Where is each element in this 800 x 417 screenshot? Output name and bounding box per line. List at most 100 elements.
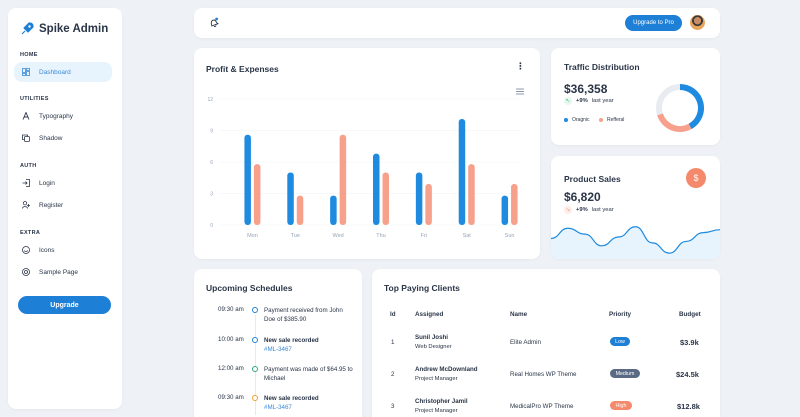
priority-badge: High bbox=[610, 401, 632, 410]
top-header: Upgrade to Pro bbox=[194, 8, 720, 38]
x-tick-label: Wed bbox=[333, 233, 344, 239]
bar-sat-0[interactable] bbox=[458, 118, 466, 225]
upgrade-button[interactable]: Upgrade bbox=[18, 296, 111, 314]
chart-menu-icon[interactable] bbox=[516, 88, 524, 95]
sidebar-item-login[interactable]: Login bbox=[14, 173, 112, 193]
schedule-text: Payment received from John Doe of $385.9… bbox=[264, 307, 343, 323]
donut-slice-oragnic[interactable] bbox=[679, 84, 704, 130]
bar-tue-1[interactable] bbox=[296, 195, 304, 225]
x-tick-label: Mon bbox=[247, 233, 258, 239]
sales-line bbox=[551, 226, 720, 254]
y-tick-label: 6 bbox=[210, 160, 213, 166]
donut-slice-refferal[interactable] bbox=[657, 113, 692, 132]
delta-label: last year bbox=[591, 98, 614, 104]
cell-budget: $12.8k bbox=[677, 402, 700, 411]
cell-assigned: Andrew McDownland bbox=[415, 366, 478, 373]
sidebar-item-label: Register bbox=[39, 201, 64, 209]
profit-expenses-card: Profit & Expenses ⋮ 12 9 6 3 0 Mon Tue Wed Thu Fr… bbox=[194, 48, 540, 259]
user-plus-icon bbox=[22, 201, 30, 209]
cell-role: Web Designer bbox=[415, 344, 452, 350]
x-tick-label: Fri bbox=[421, 233, 427, 239]
sidebar-item-label: Dashboard bbox=[39, 68, 71, 76]
sales-delta: ↘ +9% last year bbox=[564, 206, 614, 214]
rocket-icon bbox=[21, 22, 34, 35]
product-sales-card: Product Sales $ $6,820 ↘ +9% last year bbox=[551, 156, 720, 259]
cell-id: 3 bbox=[391, 403, 395, 410]
schedule-time: 12:00 am bbox=[218, 365, 244, 372]
cell-id: 2 bbox=[391, 371, 395, 378]
clients-title: Top Paying Clients bbox=[384, 283, 460, 293]
bar-thu-1[interactable] bbox=[382, 172, 390, 226]
bar-wed-1[interactable] bbox=[339, 134, 347, 225]
sidebar-item-shadow[interactable]: Shadow bbox=[14, 128, 112, 148]
col-header-name: Name bbox=[510, 311, 528, 318]
bar-sat-1[interactable] bbox=[468, 164, 475, 225]
sidebar-item-dashboard[interactable]: Dashboard bbox=[14, 62, 112, 82]
schedules-title: Upcoming Schedules bbox=[206, 283, 293, 293]
nav-section-home: HOME bbox=[20, 52, 38, 58]
sidebar-item-typography[interactable]: Typography bbox=[14, 106, 112, 126]
bar-sun-0[interactable] bbox=[501, 195, 509, 225]
timeline-dot bbox=[252, 395, 258, 401]
cell-role: Project Manager bbox=[415, 376, 458, 382]
bar-fri-0[interactable] bbox=[415, 172, 423, 226]
arrow-up-left-icon: ↖ bbox=[564, 97, 572, 105]
nav-section-extra: EXTRA bbox=[20, 230, 41, 236]
app-logo[interactable]: Spike Admin bbox=[20, 22, 108, 36]
currency-dollar-icon: $ bbox=[686, 168, 706, 188]
profit-title: Profit & Expenses bbox=[206, 64, 279, 74]
schedule-link[interactable]: #ML-3467 bbox=[264, 346, 292, 353]
schedule-time: 09:30 am bbox=[218, 306, 244, 313]
x-tick-label: Tue bbox=[291, 233, 300, 239]
traffic-donut-chart bbox=[656, 84, 704, 132]
cell-assigned: Sunil Joshi bbox=[415, 334, 449, 341]
sidebar-item-label: Sample Page bbox=[39, 268, 79, 276]
schedule-link[interactable]: #ML-3467 bbox=[264, 404, 292, 411]
upgrade-to-pro-button[interactable]: Upgrade to Pro bbox=[625, 15, 682, 31]
cell-name: Real Homes WP Theme bbox=[510, 371, 577, 378]
sidebar: Spike Admin HOME Dashboard UTILITIES Typ… bbox=[8, 8, 122, 409]
delta-label: last year bbox=[591, 207, 614, 213]
timeline-dot bbox=[252, 366, 258, 372]
sidebar-item-label: Login bbox=[39, 179, 55, 187]
upcoming-schedules-card: Upcoming Schedules 09:30 am Payment rece… bbox=[194, 269, 362, 417]
x-tick-label: Sat bbox=[463, 233, 472, 239]
nav-section-auth: AUTH bbox=[20, 163, 37, 169]
bar-mon-0[interactable] bbox=[244, 134, 251, 225]
x-tick-label: Thu bbox=[376, 233, 385, 239]
legend-referral: Refferal bbox=[599, 117, 624, 123]
bell-ringing-icon[interactable] bbox=[208, 17, 219, 28]
sales-title: Product Sales bbox=[564, 174, 621, 184]
bar-thu-0[interactable] bbox=[373, 153, 380, 225]
bar-fri-1[interactable] bbox=[425, 184, 432, 225]
top-paying-clients-card: Top Paying Clients Id Assigned Name Prio… bbox=[372, 269, 720, 417]
traffic-distribution-card: Traffic Distribution $36,358 ↖ +9% last … bbox=[551, 48, 720, 145]
bar-mon-1[interactable] bbox=[253, 164, 261, 225]
nav-section-utilities: UTILITIES bbox=[20, 96, 49, 102]
schedule-text: New sale recorded #ML-3467 bbox=[264, 395, 319, 411]
mood-happy-icon bbox=[22, 246, 30, 254]
cell-role: Project Manager bbox=[415, 408, 458, 414]
cell-budget: $3.9k bbox=[680, 338, 699, 347]
avatar[interactable] bbox=[690, 15, 705, 30]
sidebar-item-register[interactable]: Register bbox=[14, 195, 112, 215]
cell-name: Elite Admin bbox=[510, 339, 541, 346]
sidebar-item-icons[interactable]: Icons bbox=[14, 240, 112, 260]
sidebar-item-sample-page[interactable]: Sample Page bbox=[14, 262, 112, 282]
traffic-delta: ↖ +9% last year bbox=[564, 97, 614, 105]
traffic-value: $36,358 bbox=[564, 82, 608, 96]
y-tick-label: 0 bbox=[210, 223, 213, 229]
timeline-line bbox=[254, 315, 256, 415]
col-header-budget: Budget bbox=[679, 311, 701, 318]
y-tick-label: 12 bbox=[207, 97, 213, 103]
timeline-dot bbox=[252, 307, 258, 313]
arrow-down-right-icon: ↘ bbox=[564, 206, 572, 214]
app-title: Spike Admin bbox=[39, 23, 109, 35]
bar-sun-1[interactable] bbox=[511, 184, 518, 225]
y-tick-label: 9 bbox=[210, 129, 213, 135]
cell-budget: $24.5k bbox=[676, 370, 699, 379]
bar-wed-0[interactable] bbox=[330, 195, 337, 225]
bar-tue-0[interactable] bbox=[287, 172, 294, 226]
schedule-text: New sale recorded #ML-3467 bbox=[264, 337, 319, 353]
more-vertical-icon[interactable]: ⋮ bbox=[516, 61, 525, 71]
